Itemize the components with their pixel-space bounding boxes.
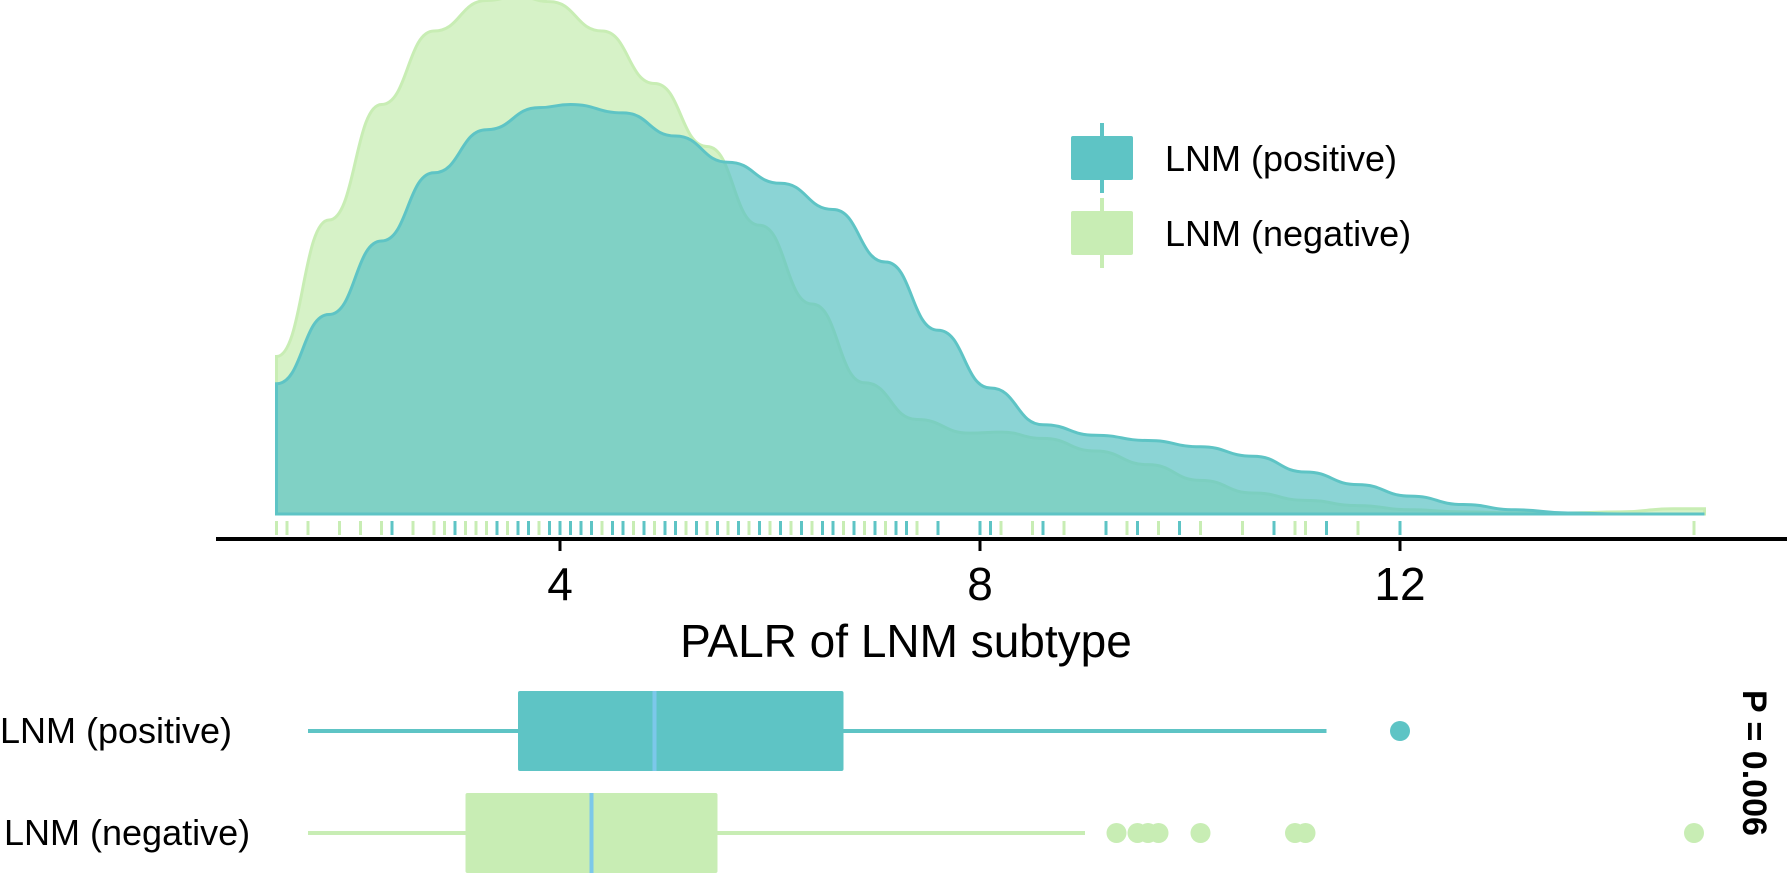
outlier-negative-4 (1190, 823, 1211, 843)
legend-label-positive: LNM (positive) (1165, 138, 1397, 179)
outlier-negative-0 (1106, 823, 1127, 843)
outlier-negative-6 (1295, 823, 1316, 843)
density-area-positive (275, 102, 1705, 516)
box-label-positive: LNM (positive) (0, 710, 232, 751)
legend-key-positive (1071, 136, 1133, 180)
x-axis: 4 8 12 (216, 537, 1787, 610)
x-tick-label-4: 4 (547, 558, 573, 610)
legend-key-negative (1071, 211, 1133, 255)
x-tick-label-12: 12 (1374, 558, 1425, 610)
legend-label-negative: LNM (negative) (1165, 213, 1411, 254)
outlier-positive-0 (1390, 721, 1410, 741)
x-tick-label-8: 8 (967, 558, 993, 610)
rug-layer (275, 521, 1696, 535)
box-positive (518, 691, 844, 771)
boxplot-layer: LNM (positive) LNM (negative) (0, 691, 1704, 873)
outlier-negative-7 (1684, 823, 1704, 843)
box-label-negative: LNM (negative) (4, 812, 250, 853)
density-layer (275, 0, 1706, 516)
x-axis-title: PALR of LNM subtype (680, 615, 1132, 667)
outlier-negative-3 (1148, 823, 1169, 843)
legend: LNM (positive) LNM (negative) (1071, 123, 1411, 268)
p-value-annotation: P = 0.006 (1735, 690, 1773, 836)
